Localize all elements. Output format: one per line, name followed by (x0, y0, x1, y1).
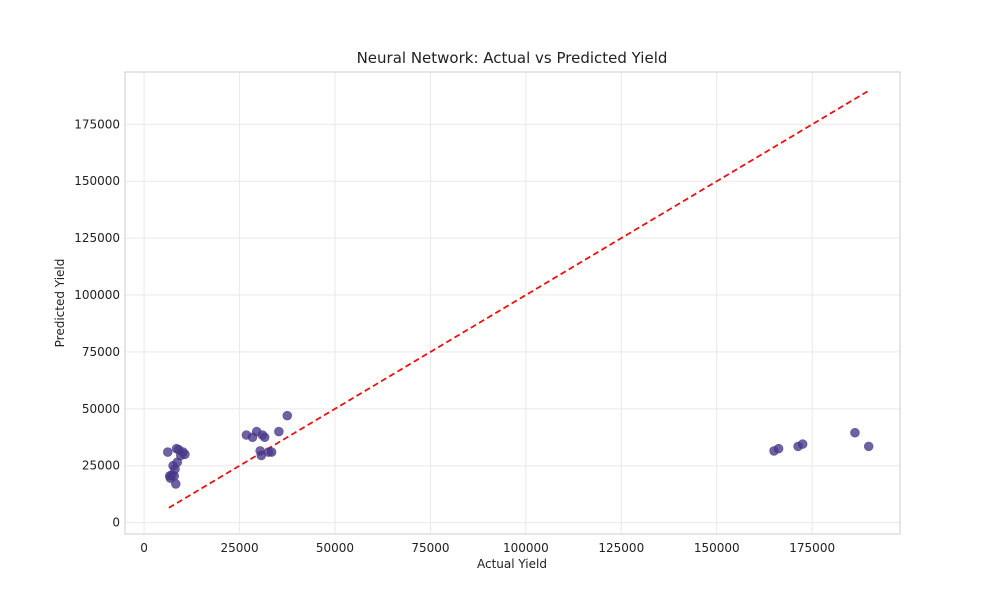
data-point (863, 441, 874, 452)
chart-title: Neural Network: Actual vs Predicted Yiel… (357, 49, 668, 67)
data-point (274, 426, 284, 437)
x-tick-label: 125000 (598, 541, 644, 555)
data-point (170, 479, 181, 489)
data-point (162, 447, 173, 457)
x-tick-label: 175000 (789, 541, 835, 555)
y-tick-label: 50000 (82, 402, 120, 416)
grid-lines (125, 72, 900, 534)
data-points (162, 410, 874, 489)
x-tick-label: 0 (140, 541, 148, 555)
y-tick-labels: 0 25000 50000 75000 100000 125000 150000 175000 (74, 117, 120, 529)
x-axis-label: Actual Yield (477, 557, 547, 571)
y-tick-label: 100000 (74, 288, 120, 302)
x-tick-label: 25000 (220, 541, 258, 555)
reference-line (168, 90, 869, 509)
y-tick-label: 175000 (74, 117, 120, 131)
data-point (266, 447, 277, 457)
x-tick-labels: 0 25000 50000 75000 100000 125000 150000 175000 (140, 541, 835, 555)
y-axis-label: Predicted Yield (53, 259, 67, 348)
x-tick-label: 75000 (411, 541, 449, 555)
reference-line-group (168, 90, 869, 509)
y-tick-label: 125000 (74, 231, 120, 245)
x-tick-label: 150000 (694, 541, 740, 555)
data-point (773, 443, 784, 454)
data-point (282, 410, 293, 421)
y-tick-label: 0 (112, 516, 120, 530)
x-tick-label: 50000 (316, 541, 354, 555)
data-point (180, 449, 190, 460)
y-tick-label: 75000 (82, 345, 120, 359)
data-point (259, 432, 270, 443)
data-point (797, 439, 808, 449)
data-point (850, 427, 860, 438)
y-tick-label: 25000 (82, 459, 120, 473)
x-tick-label: 100000 (503, 541, 549, 555)
plot-frame (124, 71, 901, 535)
y-tick-label: 150000 (74, 174, 120, 188)
